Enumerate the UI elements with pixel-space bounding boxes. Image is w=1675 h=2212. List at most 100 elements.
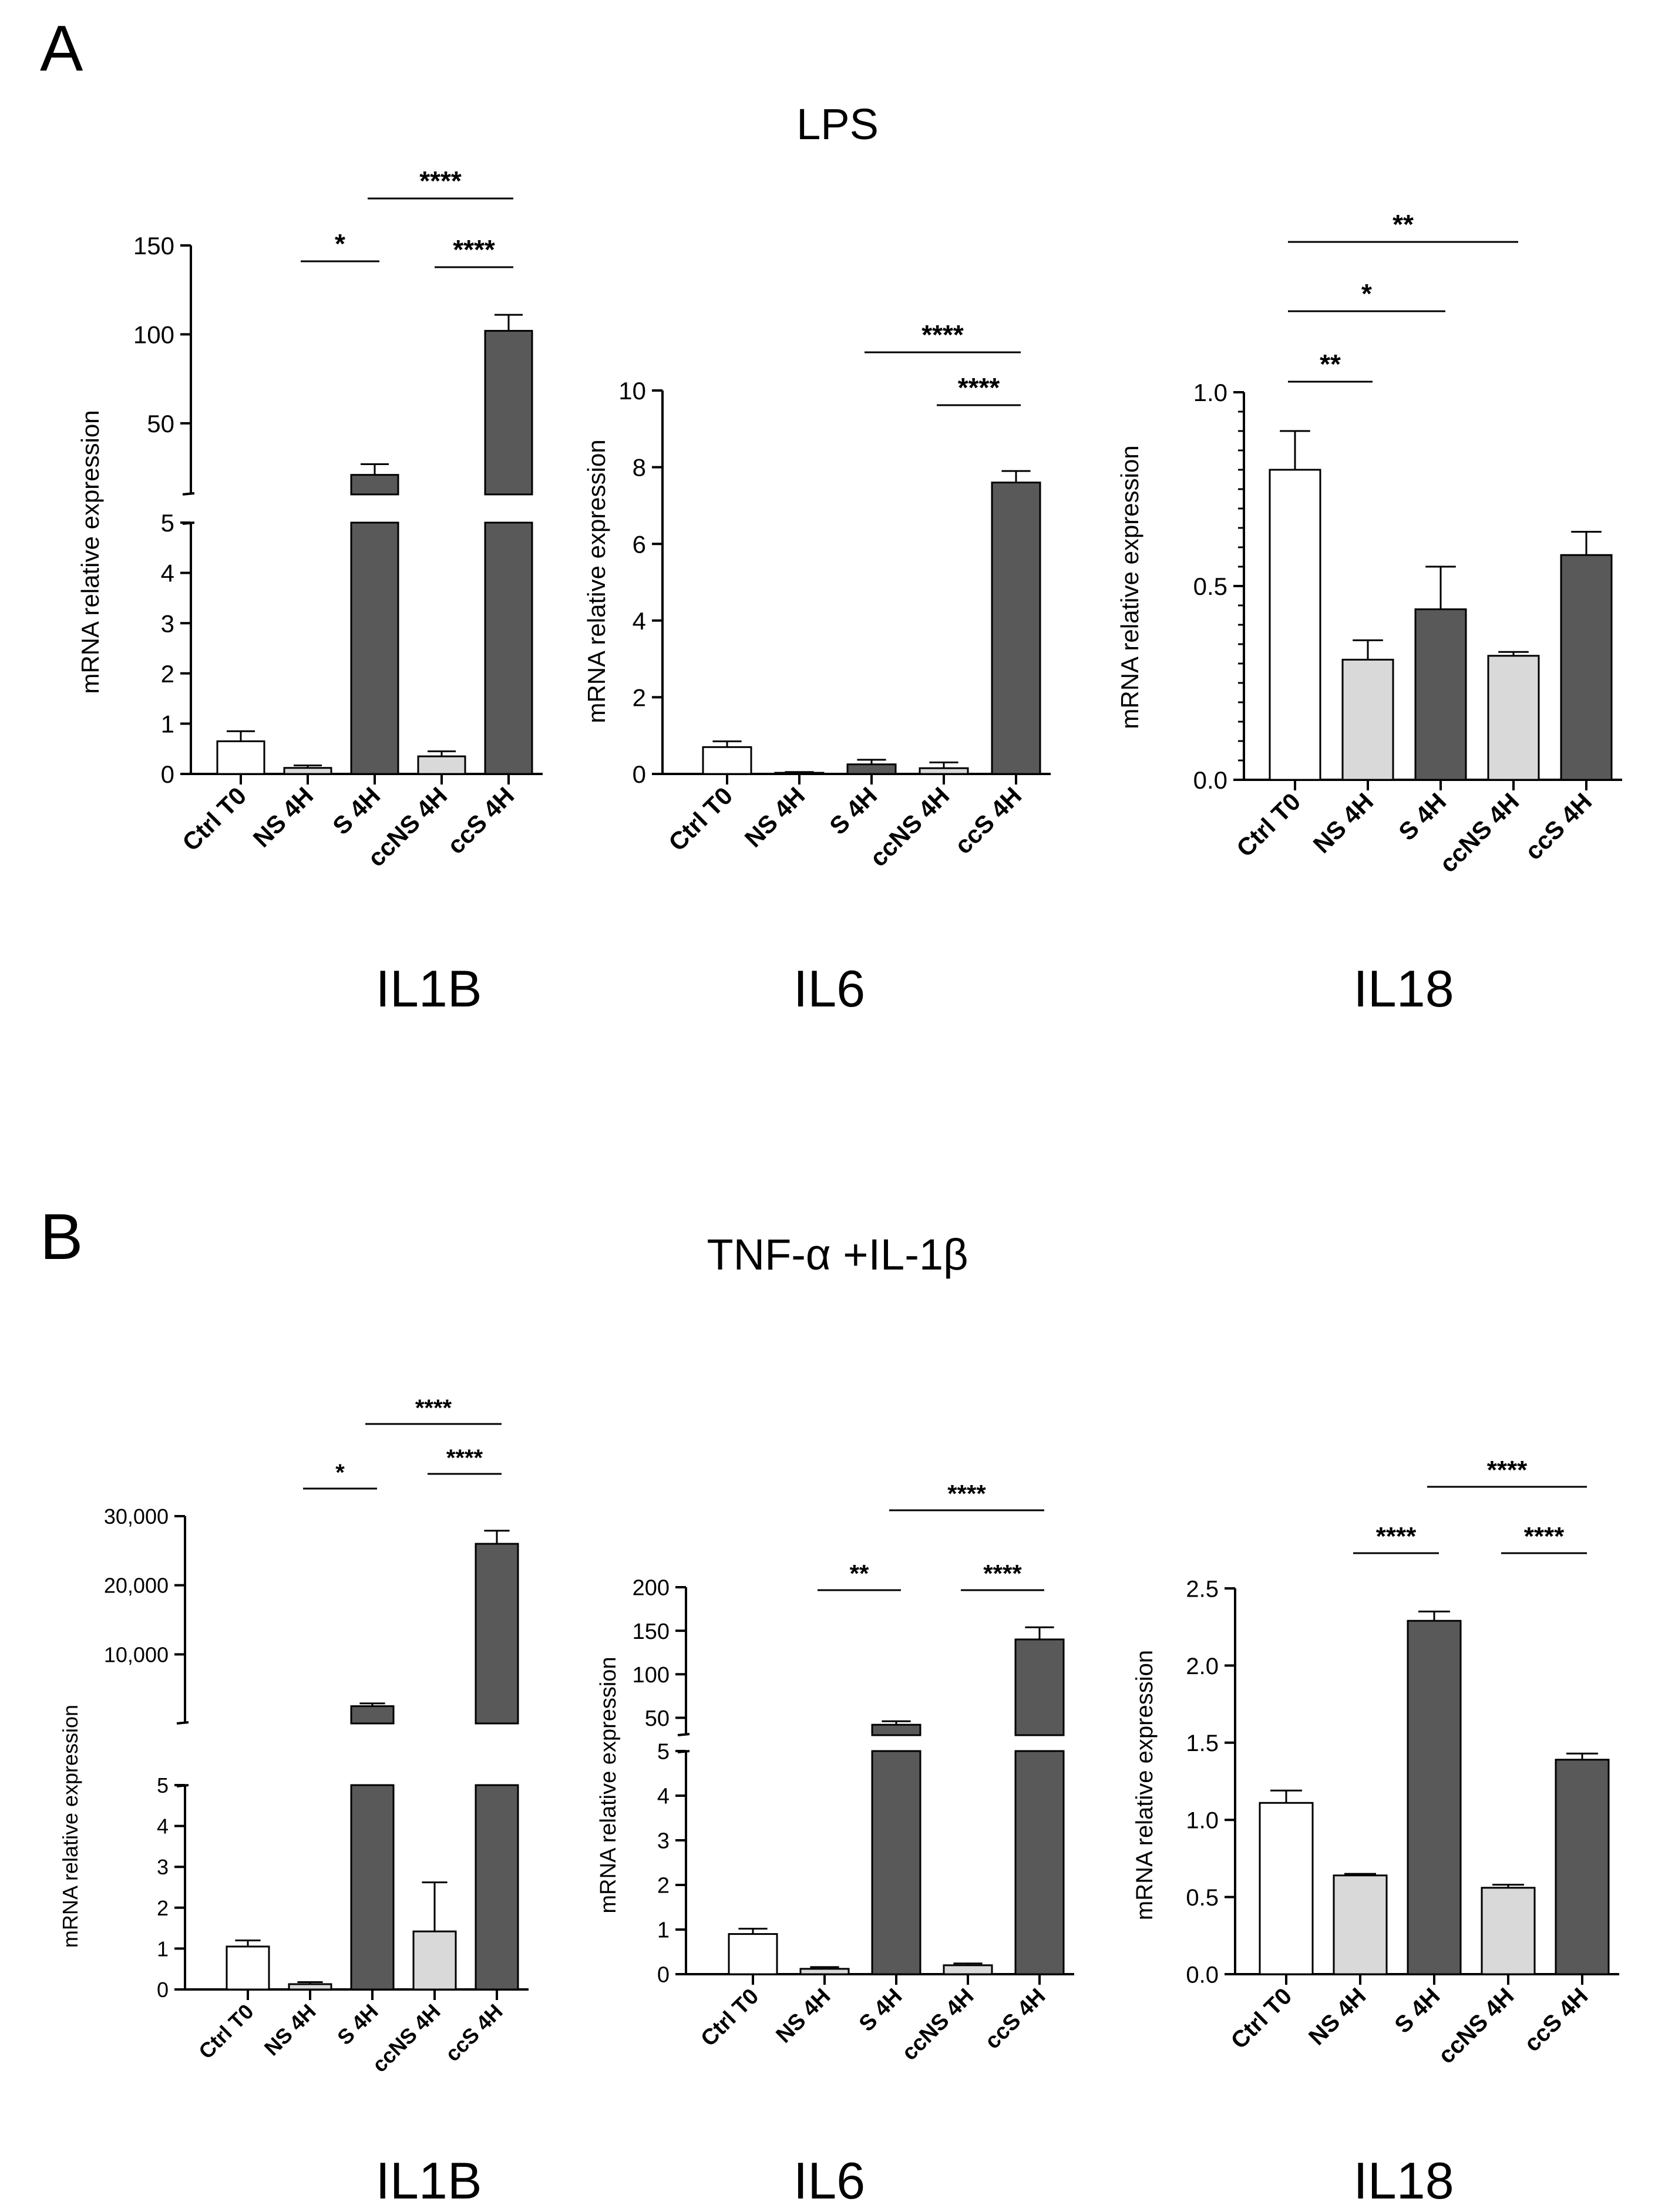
bar-upper-segment	[350, 474, 399, 496]
panel-title-a: LPS	[796, 100, 879, 149]
y-tick-label: 150	[633, 1620, 670, 1644]
y-tick-label: 0.0	[1193, 766, 1227, 794]
y-axis-label: mRNA relative expression	[583, 439, 610, 723]
significance-label: ****	[446, 1445, 483, 1471]
x-tick-label: NS 4H	[772, 1984, 836, 2048]
bar	[1269, 469, 1321, 781]
bar	[846, 763, 897, 775]
x-tick-label: Ctrl T0	[663, 782, 738, 856]
y-tick-label: 50	[147, 410, 174, 437]
y-tick-label: 3	[657, 1829, 670, 1854]
bar	[871, 1750, 921, 1975]
y-tick-label: 100	[133, 321, 174, 349]
x-tick-label: ccNS 4H	[1433, 1983, 1519, 2069]
y-tick-label: 1	[657, 1918, 670, 1943]
gene-label-a-il18: IL18	[1353, 959, 1454, 1018]
x-tick-label: NS 4H	[248, 782, 319, 853]
y-axis-label: mRNA relative expression	[596, 1657, 621, 1913]
bar	[943, 1964, 993, 1975]
x-tick-label: ccS 4H	[980, 1984, 1050, 2054]
y-tick-label: 3	[157, 1855, 169, 1879]
bar	[1481, 1887, 1536, 1975]
panel-letter-b: B	[40, 1201, 83, 1273]
gene-label-b-il18: IL18	[1353, 2152, 1454, 2210]
y-tick-label: 0.5	[1186, 1885, 1219, 1911]
x-tick-label: S 4H	[824, 782, 882, 840]
y-tick-label: 2	[157, 1896, 169, 1920]
significance-label: ****	[453, 234, 495, 265]
gene-label-b-il6: IL6	[793, 2152, 866, 2210]
x-tick-label: Ctrl T0	[1231, 787, 1306, 862]
bar	[216, 740, 265, 775]
y-tick-label: 2.5	[1186, 1576, 1219, 1602]
bar	[484, 521, 533, 775]
bar-upper-segment	[484, 329, 533, 496]
bar	[1014, 1750, 1065, 1975]
y-tick-label: 0.5	[1193, 573, 1227, 600]
x-tick-label: Ctrl T0	[697, 1984, 764, 2052]
chart-a-il6: mRNA relative expression 0 2 4 6 8 10 Ctrl T0 NS…	[583, 319, 1051, 872]
x-tick-label: ccNS 4H	[865, 782, 955, 872]
x-tick-label: Ctrl T0	[177, 782, 251, 856]
bar-upper-segment	[350, 1705, 395, 1725]
y-tick-label: 1.0	[1193, 379, 1227, 406]
significance-label: *	[335, 1460, 345, 1486]
significance-label: ****	[415, 1395, 452, 1421]
x-tick-label: S 4H	[1390, 1983, 1445, 2038]
gene-label-b-il1b: IL1B	[375, 2152, 482, 2210]
significance-label: ****	[921, 319, 964, 350]
y-tick-label: 50	[645, 1706, 670, 1731]
y-tick-label: 200	[633, 1576, 670, 1601]
y-tick-label: 100	[633, 1663, 670, 1688]
significance-label: **	[850, 1560, 869, 1587]
significance-label: ****	[1524, 1522, 1565, 1551]
bar	[226, 1945, 270, 1991]
axis-break-mark	[182, 492, 195, 496]
bar-upper-segment	[475, 1543, 519, 1725]
significance-label: ****	[958, 372, 1000, 403]
significance-label: *	[1361, 278, 1372, 309]
bar	[799, 1968, 850, 1975]
y-tick-label: 0	[161, 760, 174, 788]
y-tick-label: 2.0	[1186, 1654, 1219, 1679]
bar	[1560, 554, 1613, 781]
panel-letter-a: A	[40, 12, 83, 85]
y-tick-label: 1	[157, 1937, 169, 1961]
x-tick-label: NS 4H	[739, 782, 810, 853]
bar	[350, 521, 399, 775]
y-tick-label: 30,000	[104, 1504, 169, 1528]
bar-upper-segment	[1014, 1638, 1065, 1736]
bar	[774, 772, 825, 775]
significance-label: ****	[1487, 1456, 1528, 1484]
bar	[919, 767, 969, 775]
x-tick-label: ccNS 4H	[897, 1984, 979, 2066]
y-tick-label: 150	[133, 232, 174, 260]
bar	[1555, 1759, 1610, 1975]
x-tick-label: ccNS 4H	[1434, 787, 1525, 878]
chart-b-il18: mRNA relative expression 0.0 0.5 1.0 1.5 2.0 2…	[1132, 1456, 1619, 2069]
significance-label: **	[1393, 209, 1414, 240]
bar	[288, 1983, 332, 1991]
significance-label: **	[1320, 349, 1341, 379]
x-tick-label: Ctrl T0	[1226, 1983, 1297, 2054]
y-tick-label: 0.0	[1186, 1962, 1219, 1988]
y-tick-label: 4	[161, 560, 174, 587]
x-tick-label: S 4H	[327, 782, 385, 840]
y-tick-label: 1	[161, 711, 174, 738]
y-tick-label: 5	[157, 1773, 169, 1797]
y-tick-label: 5	[161, 509, 174, 537]
y-tick-label: 10	[618, 377, 646, 405]
y-tick-label: 1.0	[1186, 1808, 1219, 1834]
y-tick-label: 0	[657, 1963, 670, 1988]
y-tick-label: 2	[161, 660, 174, 688]
y-tick-label: 3	[161, 610, 174, 637]
significance-label: ****	[1376, 1522, 1417, 1551]
significance-label: ****	[983, 1560, 1022, 1587]
y-tick-label: 6	[633, 530, 646, 558]
y-tick-label: 10,000	[104, 1642, 169, 1666]
bar	[702, 746, 752, 775]
y-axis-label: mRNA relative expression	[58, 1705, 82, 1948]
x-tick-label: ccS 4H	[949, 782, 1027, 859]
chart-b-il6: mRNA relative expression 0 1 2 3 4 5 50 100 150 20…	[596, 1480, 1074, 2065]
